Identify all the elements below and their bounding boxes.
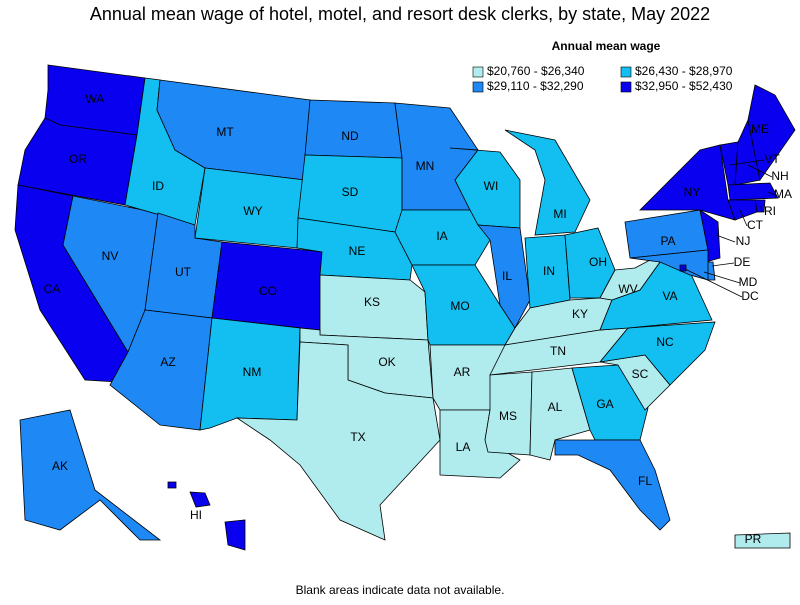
state-label: SC xyxy=(632,367,649,381)
state-label: MO xyxy=(450,299,469,313)
legend-label: $26,430 - $28,970 xyxy=(635,64,733,78)
footnote: Blank areas indicate data not available. xyxy=(296,583,505,597)
leader-line xyxy=(711,262,735,267)
state-label: IL xyxy=(502,269,512,283)
state-label: LA xyxy=(456,440,471,454)
state-label: CA xyxy=(44,282,61,296)
state-label: IN xyxy=(543,264,555,278)
state-label: MA xyxy=(774,187,792,201)
state-label: AZ xyxy=(160,355,175,369)
state-label: MS xyxy=(499,409,517,423)
state-label: NE xyxy=(349,244,366,258)
leader-line xyxy=(760,205,763,213)
state-label: NJ xyxy=(736,234,751,248)
state-label: SD xyxy=(342,185,359,199)
state-label: CT xyxy=(747,218,764,232)
legend-label: $29,110 - $32,290 xyxy=(487,79,584,93)
state-shape xyxy=(639,144,736,221)
state-label: ID xyxy=(152,179,164,193)
state-label: ND xyxy=(341,129,359,143)
leader-line xyxy=(739,209,748,227)
state-label: NV xyxy=(102,249,119,263)
leader-line xyxy=(682,267,743,298)
state-label: PA xyxy=(660,234,675,248)
state-label: OK xyxy=(378,355,395,369)
state-label: FL xyxy=(638,474,652,488)
state-shape xyxy=(19,409,162,541)
state-label: NC xyxy=(656,335,674,349)
state-label: WV xyxy=(618,282,637,296)
legend-label: $32,950 - $52,430 xyxy=(635,79,733,93)
state-label: NH xyxy=(771,169,788,183)
state-label: GA xyxy=(596,397,613,411)
state-label: UT xyxy=(175,265,192,279)
state-label: CO xyxy=(259,284,277,298)
state-shape xyxy=(629,249,709,281)
state-label: OH xyxy=(589,255,607,269)
state-label: RI xyxy=(764,204,776,218)
state-label: MN xyxy=(416,159,435,173)
legend-swatch xyxy=(472,81,484,93)
state-label: TN xyxy=(550,344,566,358)
state-shape xyxy=(504,129,591,236)
state-label: VA xyxy=(662,289,677,303)
state-label: AR xyxy=(454,365,471,379)
state-label: OR xyxy=(69,152,87,166)
state-labels: WA OR CA NV ID MT WY UT AZ CO NM ND SD NE KS OK TX MN IA MO… xyxy=(44,92,792,546)
state-label: IA xyxy=(436,229,447,243)
legend-swatch xyxy=(472,66,484,78)
leader-line xyxy=(767,191,776,196)
state-label: VT xyxy=(764,152,780,166)
state-label: WA xyxy=(86,92,105,106)
state-shape xyxy=(727,199,758,221)
state-shape xyxy=(235,341,441,541)
leader-line xyxy=(729,159,765,166)
state-shape xyxy=(734,532,791,549)
legend-title: Annual mean wage xyxy=(552,39,661,53)
legend-swatch xyxy=(620,66,632,78)
state-shape xyxy=(699,209,721,263)
legend-label: $20,760 - $26,340 xyxy=(487,64,585,78)
map-title: Annual mean wage of hotel, motel, and re… xyxy=(90,4,710,24)
state-label: PR xyxy=(745,532,762,546)
state-shape xyxy=(727,182,779,201)
state-label: TX xyxy=(350,430,365,444)
states xyxy=(14,64,796,551)
state-label: AL xyxy=(548,400,563,414)
state-label: WI xyxy=(484,179,499,193)
state-label: NY xyxy=(684,185,701,199)
state-label: KY xyxy=(572,307,588,321)
leader-line xyxy=(703,271,741,284)
state-label: WY xyxy=(243,204,262,218)
state-shape xyxy=(167,481,246,551)
leader-line xyxy=(715,234,736,243)
state-label: DE xyxy=(734,255,751,269)
state-label: MT xyxy=(216,125,234,139)
legend-swatch xyxy=(620,81,632,93)
state-shape xyxy=(599,259,661,301)
state-label: NM xyxy=(243,365,262,379)
state-label: DC xyxy=(741,289,759,303)
state-label: ME xyxy=(751,122,769,136)
leader-line xyxy=(747,164,773,178)
state-label: MI xyxy=(553,207,566,221)
state-label: HI xyxy=(190,508,202,522)
state-label: AK xyxy=(52,459,68,473)
state-label: KS xyxy=(364,295,380,309)
state-label: MD xyxy=(739,275,758,289)
legend: $20,760 - $26,340 $26,430 - $28,970 $29,11… xyxy=(472,64,733,93)
state-shape xyxy=(554,439,671,531)
